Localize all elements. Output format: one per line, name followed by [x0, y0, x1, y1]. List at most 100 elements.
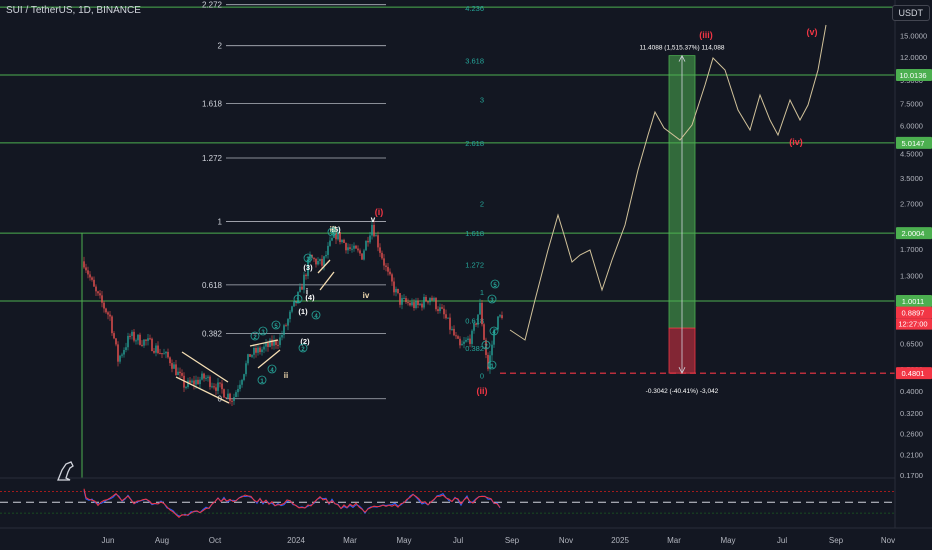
candle-body: [395, 288, 397, 293]
candle-body: [173, 364, 175, 369]
teal-wave-label-10: 1: [490, 364, 494, 370]
candle-body: [299, 286, 301, 292]
candle-body: [179, 371, 181, 374]
time-axis-background: [0, 528, 932, 550]
wave-label-red-iv: (iv): [789, 137, 803, 147]
long-position-tool[interactable]: 11.4088 (1,515.37%) 114,088 -0.3042 (-40.…: [639, 45, 724, 396]
stop-arrow-icon: [678, 366, 686, 375]
price-tick-6: 4.5000: [900, 150, 923, 159]
candle-body: [419, 303, 421, 306]
price-badge-bg-4: [896, 306, 932, 319]
candle-body: [353, 245, 355, 249]
candle-body: [433, 297, 435, 301]
time-tick-1: Aug: [155, 536, 169, 545]
candle-body: [167, 351, 169, 358]
symbol-title[interactable]: SUI / TetherUS, 1D, BINANCE: [6, 5, 141, 16]
candle-body: [497, 316, 499, 330]
fib-left-label-2: 1.618: [202, 99, 223, 108]
candle-body: [455, 335, 457, 337]
candle-body: [97, 291, 99, 294]
candle-body: [441, 307, 443, 309]
fib-left-label-5: 0.618: [202, 281, 223, 290]
candle-body: [289, 311, 291, 320]
price-axis[interactable]: 19.000015.000012.00009.50007.50006.00004…: [894, 0, 932, 528]
candle-body: [283, 325, 285, 335]
fib-left-label-4: 1: [218, 218, 223, 227]
candle-body: [199, 379, 201, 385]
candle-body: [109, 314, 111, 317]
teal-wave-label-0: 1: [260, 379, 264, 385]
candle-body: [203, 373, 205, 379]
candle-body: [117, 344, 119, 362]
currency-button[interactable]: USDT: [891, 5, 930, 21]
candle-body: [359, 250, 361, 254]
fib-right-label-8: 0.618: [465, 317, 484, 326]
candle-body: [143, 339, 145, 346]
candle-body: [313, 258, 315, 260]
candle-body: [347, 247, 349, 251]
candle-body: [215, 387, 217, 391]
time-tick-3: 2024: [287, 536, 305, 545]
candle-body: [483, 324, 485, 340]
fib-left-label-0: 2.272: [202, 1, 223, 10]
candle-body: [417, 300, 419, 306]
candle-body: [413, 302, 415, 308]
candle-body: [147, 338, 149, 341]
fib-right-label-5: 1.618: [465, 229, 484, 238]
candle-body: [209, 376, 211, 387]
countdown-label: 12:27:00: [898, 320, 927, 329]
candle-body: [473, 323, 475, 331]
candle-body: [333, 230, 335, 238]
price-badge-bg-2: [896, 227, 932, 240]
time-tick-0: Jun: [102, 536, 115, 545]
target-label: 11.4088 (1,515.37%) 114,088: [639, 45, 724, 52]
candle-body: [315, 258, 317, 265]
candle-body: [461, 343, 463, 346]
candle-body: [273, 339, 275, 346]
candle-body: [227, 393, 229, 399]
candle-body: [93, 279, 95, 287]
fib-right-label-0: 4.236: [465, 4, 484, 13]
teal-wave-circle-1: [250, 331, 260, 341]
price-tick-15: 0.3200: [900, 409, 923, 418]
fib-right-label-1: 3.618: [465, 57, 484, 66]
wave-label-ii: ii: [284, 371, 288, 380]
candle-body: [269, 339, 271, 347]
fib-right-label-10: 0: [480, 371, 484, 380]
teal-wave-circle-12: [487, 294, 497, 304]
candle-body: [83, 261, 85, 268]
candle-body: [401, 298, 403, 305]
fib-right-label-3: 2.618: [465, 139, 484, 148]
teal-wave-circle-4: [271, 320, 281, 330]
candle-body: [257, 347, 259, 353]
time-tick-12: Jul: [777, 536, 787, 545]
candle-body: [431, 297, 433, 301]
candle-body: [145, 339, 147, 341]
candle-body: [325, 254, 327, 257]
candle-body: [171, 363, 173, 369]
time-axis[interactable]: Jun Aug Oct 2024 Mar May Jul Sep Nov 2025 Mar May Ju…: [0, 527, 932, 550]
candle-body: [329, 240, 331, 246]
teal-wave-label-4: 5: [274, 324, 278, 330]
teal-wave-label-9: 5: [330, 231, 334, 237]
teal-wave-label-5: 1: [296, 298, 300, 304]
candle-body: [157, 345, 159, 354]
candle-body: [469, 338, 471, 344]
price-tick-5: 6.0000: [900, 121, 923, 130]
candle-body: [161, 353, 163, 355]
candle-body: [415, 300, 417, 308]
candle-body: [275, 339, 277, 345]
candle-body: [163, 353, 165, 355]
candle-body: [241, 379, 243, 385]
price-badge-0: 10.0136: [899, 71, 926, 80]
candle-body: [253, 347, 255, 355]
candle-body: [103, 302, 105, 309]
candle-body: [337, 232, 339, 240]
candle-body: [165, 351, 167, 354]
candle-body: [501, 315, 503, 319]
candle-body: [151, 338, 153, 352]
candle-body: [443, 308, 445, 315]
candle-body: [139, 334, 141, 345]
candles-layer: [83, 220, 503, 407]
